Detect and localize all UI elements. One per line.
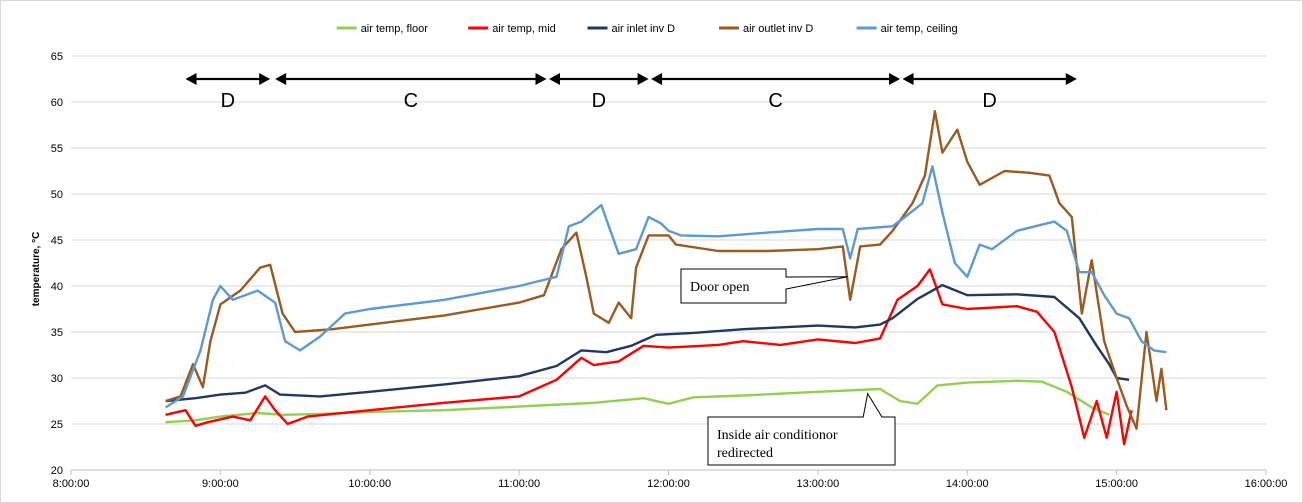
phase-label: D (592, 90, 606, 112)
phase-arrow-head-left (185, 73, 197, 85)
callout-box (680, 268, 848, 304)
x-tick-label: 9:00:00 (202, 478, 239, 490)
legend-label: air temp, ceiling (881, 23, 958, 35)
x-tick-label: 10:00:00 (348, 478, 391, 490)
callout-text: redirected (717, 446, 773, 461)
phase-arrow-head-left (275, 73, 287, 85)
y-tick-label: 35 (51, 327, 63, 339)
phase-arrow-head-left (549, 73, 560, 85)
y-tick-label: 40 (51, 281, 63, 293)
legend-label: air inlet inv D (612, 23, 676, 35)
callout-text: Inside air conditionor (717, 428, 838, 443)
y-tick-label: 50 (51, 189, 63, 201)
x-tick-label: 13:00:00 (796, 478, 839, 490)
phase-arrow-head-left (651, 73, 663, 85)
series-line-3 (165, 109, 1168, 430)
phase-label: D (982, 90, 996, 112)
phase-arrow-head-right (637, 73, 649, 85)
phase-arrow-head-right (1065, 73, 1077, 85)
y-axis-label: temperature, °C (31, 232, 42, 307)
series-line-2 (165, 283, 1130, 403)
callout-box (707, 392, 896, 466)
x-tick-label: 15:00:00 (1095, 478, 1138, 490)
legend: air temp, floor air temp, mid air inlet in… (336, 23, 958, 35)
y-tick-label: 55 (51, 143, 63, 155)
legend-label: air temp, floor (361, 23, 429, 35)
series-line-1 (165, 268, 1133, 446)
x-tick-label: 12:00:00 (647, 478, 690, 490)
x-tick-label: 16:00:00 (1245, 478, 1288, 490)
x-tick-label: 14:00:00 (946, 478, 989, 490)
axis-layer: 20 25 30 35 40 45 50 55 60 65 8:00:00 9:00:00 10:00:… (51, 51, 1288, 490)
legend-label: air temp, mid (492, 23, 556, 35)
phase-arrow-head-right (889, 73, 901, 85)
y-tick-label: 65 (51, 51, 63, 63)
callout-text: Door open (690, 280, 750, 295)
series-line-0 (165, 379, 1110, 424)
x-tick-label: 11:00:00 (498, 478, 540, 490)
y-tick-label: 60 (51, 97, 63, 109)
y-tick-label: 30 (51, 373, 63, 385)
callout-layer: Door open Inside air conditionor redirecte… (680, 268, 896, 466)
phase-label: C (404, 90, 418, 112)
legend-label: air outlet inv D (743, 23, 813, 35)
phase-arrow-head-left (902, 73, 914, 85)
y-tick-label: 20 (51, 465, 63, 477)
grid-layer (71, 55, 1266, 471)
series-layer (164, 109, 1168, 446)
phase-arrow-head-right (259, 73, 271, 85)
y-tick-label: 45 (51, 235, 63, 247)
series-line-4 (164, 165, 1167, 409)
phase-label: D (221, 90, 235, 112)
y-tick-label: 25 (51, 419, 63, 431)
x-tick-label: 8:00:00 (53, 478, 90, 490)
phase-label: C (768, 90, 782, 112)
phase-arrow-head-right (535, 73, 547, 85)
